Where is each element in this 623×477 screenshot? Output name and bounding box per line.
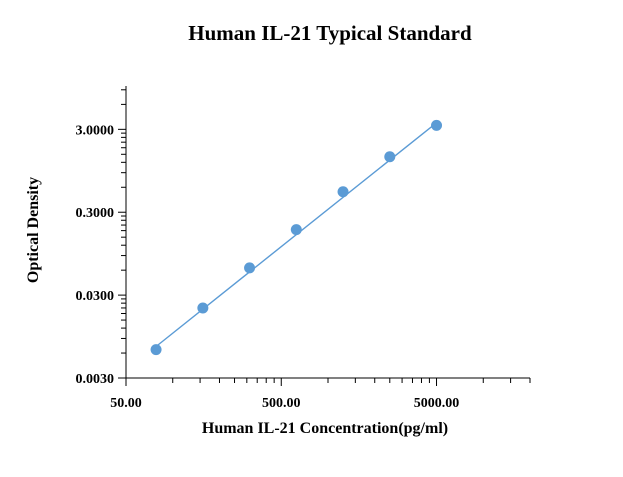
data-point	[337, 186, 349, 198]
axes-layer	[125, 86, 530, 379]
data-point	[431, 119, 443, 131]
y-tick-label: 3.0000	[76, 123, 115, 138]
y-tick-label: 0.3000	[76, 206, 115, 221]
x-axis-label: Human IL-21 Concentration(pg/ml)	[202, 420, 448, 437]
x-tick-label: 5000.00	[414, 396, 460, 411]
x-tick-label: 50.00	[110, 396, 142, 411]
data-point	[290, 224, 302, 236]
y-tick-label: 0.0300	[76, 289, 115, 304]
data-point	[150, 344, 162, 356]
y-axis-label: Optical Density	[25, 177, 42, 283]
data-points-layer	[150, 119, 443, 356]
data-point	[197, 302, 209, 314]
y-tick-label: 0.0030	[76, 372, 115, 387]
chart-title: Human IL-21 Typical Standard	[188, 21, 472, 45]
data-point	[384, 151, 396, 163]
x-tick-label: 500.00	[262, 396, 301, 411]
data-point	[244, 262, 256, 274]
ticks-layer: 50.00 500.00 5000.00 0.0030 0.0300 0.3000 3.00…	[76, 89, 531, 411]
